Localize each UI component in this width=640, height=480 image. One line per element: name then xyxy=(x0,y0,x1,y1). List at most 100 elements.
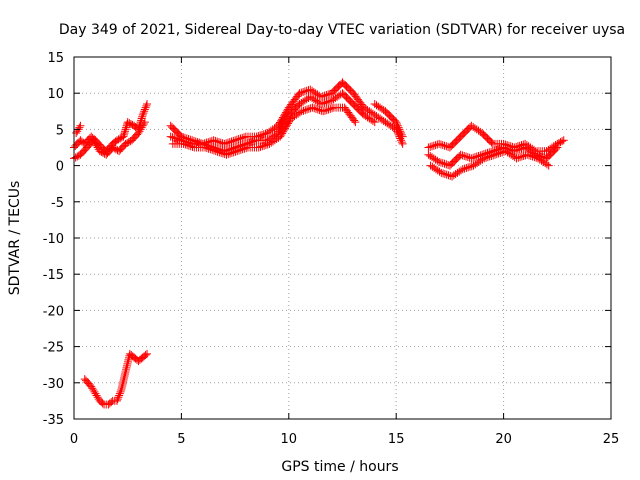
series-track-h xyxy=(370,100,407,141)
data-point xyxy=(222,139,231,148)
data-point xyxy=(512,154,521,163)
data-point xyxy=(98,399,107,408)
data-point xyxy=(140,105,149,114)
y-tick-label: 10 xyxy=(47,87,64,102)
data-point xyxy=(313,105,322,114)
data-point xyxy=(487,151,496,160)
data-point xyxy=(532,153,541,162)
data-point xyxy=(515,145,524,154)
data-point xyxy=(113,395,122,404)
data-point xyxy=(211,147,220,156)
data-point xyxy=(181,140,190,149)
data-point xyxy=(232,135,241,144)
data-point xyxy=(370,118,379,127)
data-point xyxy=(92,141,101,150)
data-point xyxy=(218,149,227,158)
data-point xyxy=(234,135,243,144)
data-point xyxy=(95,147,104,156)
data-point xyxy=(93,393,102,402)
data-point xyxy=(90,387,99,396)
data-point xyxy=(254,143,263,152)
x-tick-label: 20 xyxy=(495,432,512,447)
data-point xyxy=(202,144,211,153)
data-point xyxy=(438,159,447,168)
data-point xyxy=(301,106,310,115)
data-point xyxy=(467,162,476,171)
data-point xyxy=(214,138,223,147)
data-point xyxy=(390,116,399,125)
data-point xyxy=(324,97,333,106)
data-point xyxy=(73,152,82,161)
data-point xyxy=(114,135,123,144)
data-point xyxy=(467,154,476,163)
data-point xyxy=(519,144,528,153)
x-tick-label: 25 xyxy=(603,432,620,447)
data-point xyxy=(319,107,328,116)
data-point xyxy=(437,168,446,177)
data-point xyxy=(211,136,220,145)
data-point xyxy=(492,150,501,159)
data-point xyxy=(121,139,130,148)
data-point xyxy=(526,151,535,160)
data-point xyxy=(87,382,96,391)
data-point xyxy=(280,126,289,135)
data-point xyxy=(123,138,132,147)
data-point xyxy=(141,351,150,360)
data-point xyxy=(114,393,123,402)
data-point xyxy=(525,151,534,160)
data-point xyxy=(204,144,213,153)
data-point xyxy=(483,153,492,162)
data-point xyxy=(393,119,402,128)
data-point xyxy=(166,132,175,141)
data-point xyxy=(136,125,145,134)
data-point xyxy=(138,112,147,121)
data-point xyxy=(284,117,293,126)
data-point xyxy=(440,159,449,168)
data-point xyxy=(530,153,539,162)
data-point xyxy=(491,150,500,159)
data-point xyxy=(395,125,404,134)
data-point xyxy=(426,142,435,151)
data-point xyxy=(126,119,135,128)
data-point xyxy=(431,141,440,150)
data-point xyxy=(125,119,134,128)
data-point xyxy=(460,164,469,173)
data-point xyxy=(433,156,442,165)
data-point xyxy=(206,145,215,154)
data-point xyxy=(320,98,329,107)
data-point xyxy=(312,104,321,113)
data-point xyxy=(304,104,313,113)
data-point xyxy=(238,133,247,142)
y-tick-label: -15 xyxy=(43,268,64,283)
data-point xyxy=(227,137,236,146)
data-point xyxy=(134,129,143,138)
data-point xyxy=(398,139,407,148)
data-point xyxy=(110,144,119,153)
data-point xyxy=(303,105,312,114)
data-point xyxy=(73,127,82,136)
data-point xyxy=(553,143,562,152)
data-point xyxy=(172,134,181,143)
data-point xyxy=(224,150,233,159)
data-point xyxy=(494,149,503,158)
data-point xyxy=(517,152,526,161)
data-point xyxy=(258,142,267,151)
data-point xyxy=(137,123,146,132)
data-point xyxy=(259,130,268,139)
data-point xyxy=(397,136,406,145)
data-point xyxy=(299,106,308,115)
y-tick-label: -5 xyxy=(51,196,64,211)
data-point xyxy=(138,110,147,119)
data-point xyxy=(436,140,445,149)
data-point xyxy=(446,171,455,180)
data-point xyxy=(456,150,465,159)
data-point xyxy=(75,123,84,132)
series-track-b xyxy=(70,118,149,163)
data-point xyxy=(281,124,290,133)
data-point xyxy=(245,138,254,147)
data-point xyxy=(215,148,224,157)
data-point xyxy=(435,167,444,176)
data-point xyxy=(93,143,102,152)
data-point xyxy=(227,148,236,157)
y-tick-label: 15 xyxy=(47,51,64,66)
